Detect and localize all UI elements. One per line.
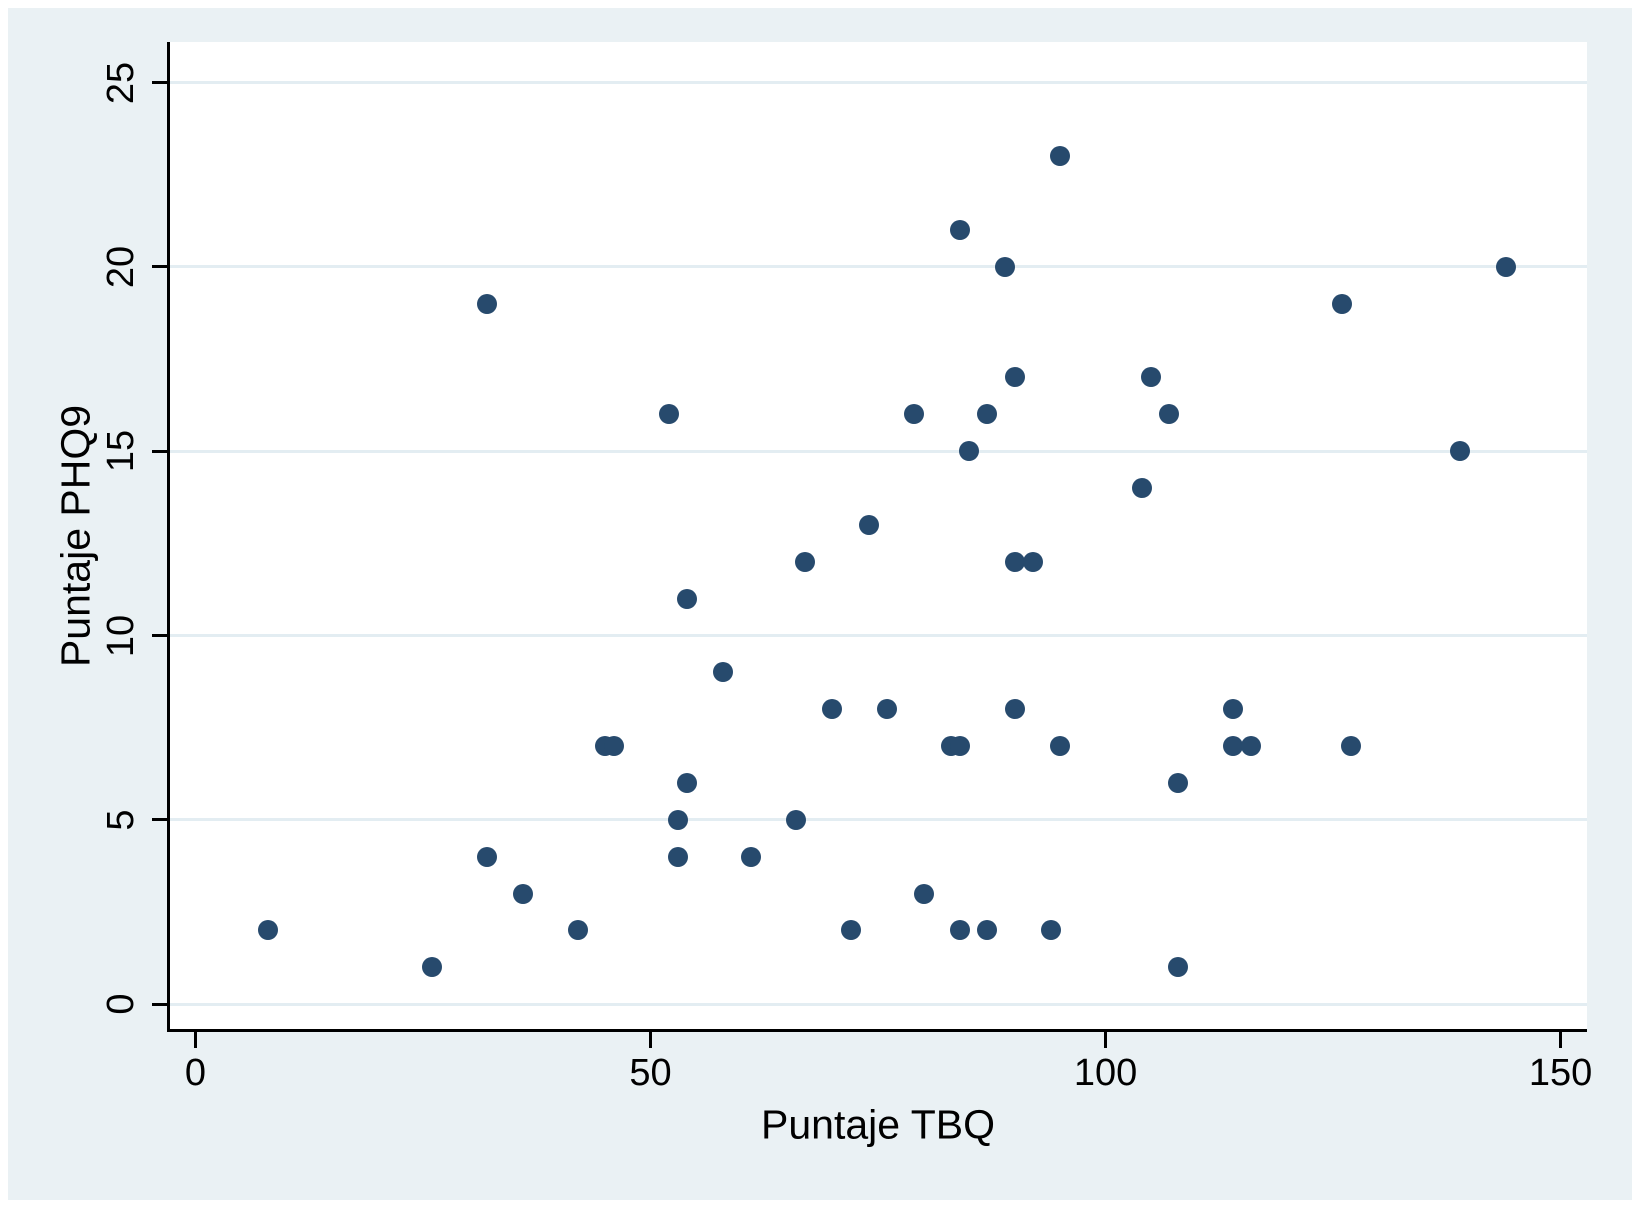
gridline-y-10 (169, 634, 1587, 638)
y-tick-15 (152, 449, 168, 453)
y-tick-label-10: 10 (100, 614, 142, 657)
data-point (1450, 441, 1471, 462)
data-point (1022, 551, 1043, 572)
gridline-y-5 (169, 818, 1587, 822)
data-point (977, 404, 998, 425)
x-tick-label-150: 150 (1528, 1052, 1593, 1094)
data-point (904, 404, 925, 425)
x-tick-50 (648, 1031, 652, 1048)
plot-area (169, 42, 1587, 1030)
gridline-y-20 (169, 265, 1587, 269)
data-point (1222, 699, 1243, 720)
x-tick-100 (1104, 1031, 1108, 1048)
gridline-y-15 (169, 449, 1587, 453)
data-point (740, 846, 761, 867)
data-point (795, 551, 816, 572)
y-axis-title: Puntaje PHQ9 (52, 404, 99, 668)
data-point (840, 920, 861, 941)
data-point (1131, 478, 1152, 499)
x-tick-label-100: 100 (1073, 1052, 1138, 1094)
x-tick-label-0: 0 (184, 1052, 206, 1094)
y-axis-line (167, 42, 170, 1032)
gridline-y-0 (169, 1002, 1587, 1006)
data-point (949, 220, 970, 240)
y-tick-0 (152, 1002, 168, 1006)
data-point (258, 920, 279, 941)
y-tick-label-0: 0 (100, 993, 142, 1015)
x-tick-label-50: 50 (629, 1052, 672, 1094)
data-point (1168, 773, 1189, 793)
x-tick-150 (1559, 1031, 1563, 1048)
x-axis-title: Puntaje TBQ (761, 1101, 995, 1148)
data-point (995, 256, 1016, 277)
data-point (1141, 367, 1162, 388)
data-point (604, 736, 625, 757)
y-tick-20 (152, 265, 168, 269)
y-tick-10 (152, 634, 168, 638)
data-point (1168, 957, 1189, 978)
data-point (877, 699, 898, 720)
data-point (1241, 736, 1262, 757)
data-point (1004, 699, 1025, 720)
x-tick-0 (193, 1031, 197, 1048)
data-point (476, 846, 497, 867)
data-point (1004, 367, 1025, 388)
data-point (667, 846, 688, 867)
x-axis-line (167, 1029, 1587, 1032)
y-tick-label-20: 20 (100, 245, 142, 289)
data-point (949, 920, 970, 941)
data-point (858, 514, 879, 535)
data-point (513, 883, 534, 904)
data-point (959, 441, 979, 462)
data-point (786, 809, 807, 830)
data-point (1222, 736, 1243, 757)
data-point (822, 699, 843, 720)
data-point (1332, 293, 1353, 314)
data-point (1050, 146, 1071, 167)
y-tick-25 (152, 81, 168, 85)
data-point (1004, 551, 1025, 572)
y-tick-label-25: 25 (100, 61, 142, 104)
data-point (977, 920, 998, 941)
data-point (667, 809, 688, 830)
data-point (658, 404, 679, 425)
data-point (676, 588, 697, 609)
data-point (1341, 736, 1362, 757)
data-point (913, 883, 934, 904)
y-tick-label-5: 5 (100, 809, 142, 831)
data-point (1495, 256, 1516, 277)
data-point (949, 736, 970, 757)
data-point (422, 957, 443, 978)
data-point (1040, 920, 1061, 941)
gridline-y-25 (169, 81, 1587, 85)
data-point (1050, 736, 1071, 757)
y-tick-5 (152, 818, 168, 822)
y-tick-label-15: 15 (100, 430, 142, 473)
data-point (476, 293, 497, 314)
data-point (567, 920, 588, 941)
data-point (676, 773, 697, 793)
data-point (713, 662, 734, 683)
data-point (1159, 404, 1180, 425)
